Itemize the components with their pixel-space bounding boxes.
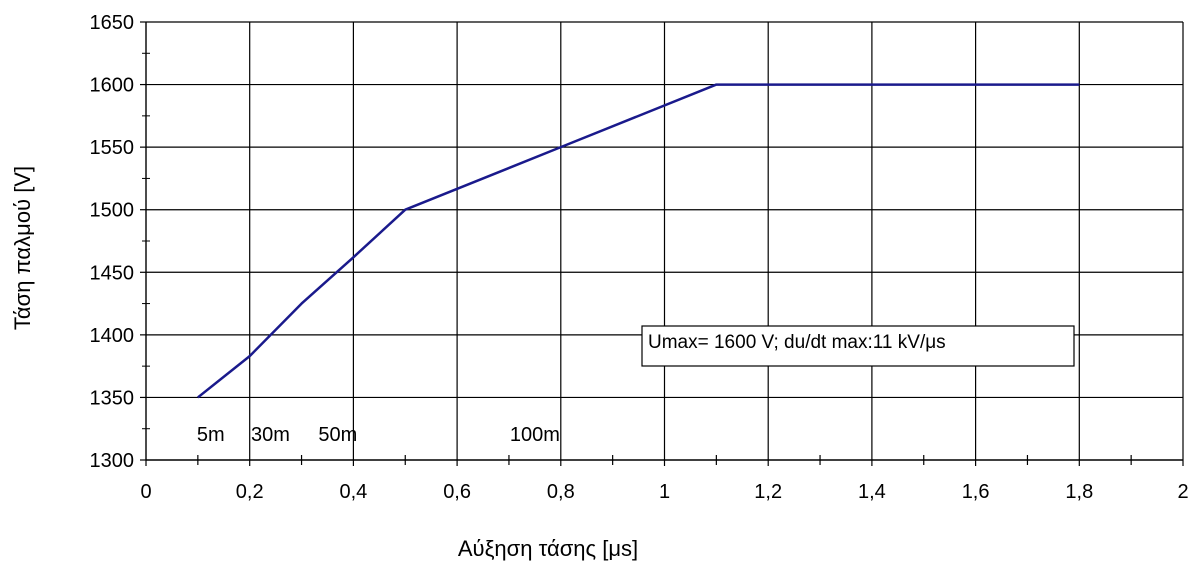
- x-tick-label: 0,6: [443, 481, 471, 503]
- series-line: [197, 83, 1080, 399]
- y-tick-label: 1300: [90, 450, 135, 472]
- x-tick-label: 1,6: [962, 481, 990, 503]
- axes: [140, 21, 1184, 466]
- distance-labels: 5m 30m 50m 100m: [197, 424, 560, 446]
- distance-label: 5m: [197, 424, 225, 446]
- x-tick-label: 1,2: [754, 481, 782, 503]
- x-tick-label: 1,8: [1065, 481, 1093, 503]
- distance-label: 30m: [251, 424, 290, 446]
- y-tick-label: 1600: [90, 75, 135, 97]
- x-tick-label: 0,4: [339, 481, 367, 503]
- tick-labels: 1300 1350 1400 1450 1500 1550 1600 1650 0 0,2 0,4 0…: [90, 12, 1189, 503]
- distance-label: 100m: [510, 424, 560, 446]
- x-tick-label: 0,2: [236, 481, 264, 503]
- x-tick-label: 0: [140, 481, 151, 503]
- x-tick-label: 0,8: [547, 481, 575, 503]
- annotation-box: Umax= 1600 V; du/dt max:11 kV/μs: [641, 325, 1075, 367]
- x-tick-label: 1: [659, 481, 670, 503]
- y-tick-label: 1650: [90, 12, 135, 34]
- annotation-frame: [641, 325, 1075, 367]
- annotation-text: Umax= 1600 V; du/dt max:11 kV/μs: [648, 332, 946, 353]
- y-axis-title: Τάση παλμού [V]: [10, 166, 35, 330]
- series-layer: [197, 83, 1080, 399]
- x-tick-label: 1,4: [858, 481, 886, 503]
- y-tick-label: 1350: [90, 387, 135, 409]
- x-tick-label: 2: [1177, 481, 1188, 503]
- grid: [146, 21, 1184, 460]
- distance-label: 50m: [318, 424, 357, 446]
- y-tick-label: 1550: [90, 137, 135, 159]
- y-tick-label: 1500: [90, 200, 135, 222]
- x-axis-title: Αύξηση τάσης [μs]: [458, 536, 638, 561]
- y-tick-label: 1450: [90, 262, 135, 284]
- y-tick-label: 1400: [90, 325, 135, 347]
